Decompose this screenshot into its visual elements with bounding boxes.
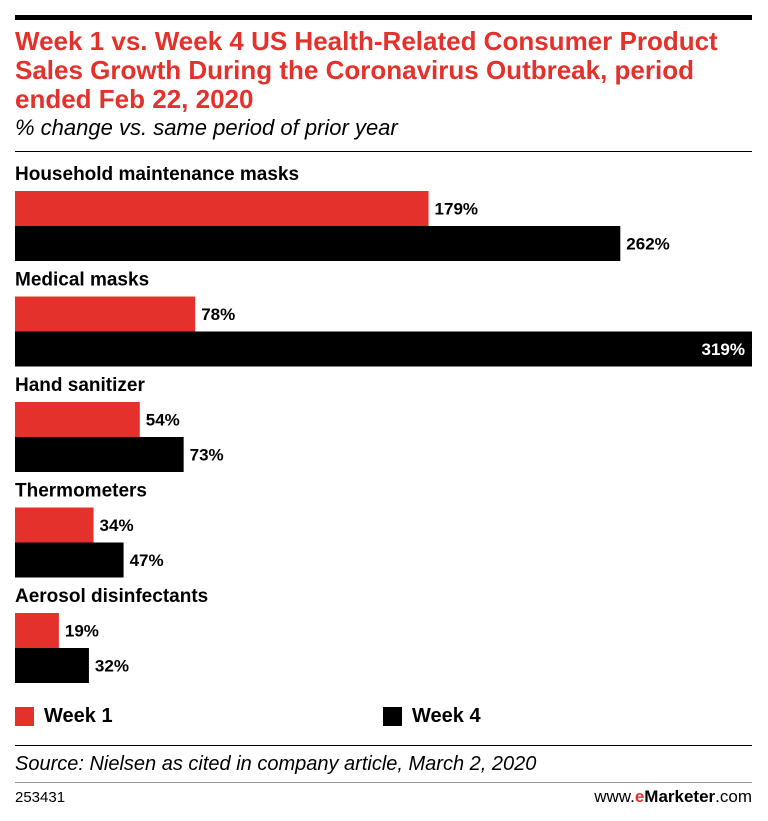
brand-main: Marketer	[644, 787, 716, 806]
legend-label-week-1: Week 1	[44, 705, 113, 727]
chart-subtitle: % change vs. same period of prior year	[15, 115, 398, 140]
value-label-week-4-household-maintenance-masks: 262%	[626, 235, 669, 254]
category-label-aerosol-disinfectants: Aerosol disinfectants	[15, 586, 208, 607]
bar-week-4-hand-sanitizer	[15, 437, 184, 472]
footer-rule	[15, 745, 752, 746]
value-label-week-4-thermometers: 47%	[130, 551, 164, 570]
value-label-week-1-hand-sanitizer: 54%	[146, 411, 180, 430]
bar-week-1-hand-sanitizer	[15, 402, 140, 437]
category-label-household-maintenance-masks: Household maintenance masks	[15, 164, 299, 185]
footer-thin-rule	[15, 782, 752, 783]
legend-item-week-1: Week 1	[15, 705, 113, 728]
brand-suffix: .com	[715, 787, 752, 806]
brand-logo[interactable]: www.eMarketer.com	[594, 787, 752, 807]
value-label-week-4-aerosol-disinfectants: 32%	[95, 657, 129, 676]
legend-label-week-4: Week 4	[412, 705, 481, 727]
value-label-week-4-medical-masks: 319%	[702, 340, 745, 359]
value-label-week-1-household-maintenance-masks: 179%	[435, 200, 478, 219]
brand-prefix: www.	[594, 787, 635, 806]
legend-item-week-4: Week 4	[383, 705, 481, 728]
value-label-week-4-hand-sanitizer: 73%	[190, 446, 224, 465]
value-label-week-1-thermometers: 34%	[100, 516, 134, 535]
header-rule	[15, 151, 752, 152]
source-note: Source: Nielsen as cited in company arti…	[15, 753, 537, 775]
bar-week-4-thermometers	[15, 542, 124, 578]
bar-week-1-medical-masks	[15, 296, 196, 332]
category-label-thermometers: Thermometers	[15, 481, 147, 502]
legend-swatch-week-1	[15, 707, 34, 726]
chart-title: Week 1 vs. Week 4 US Health-Related Cons…	[15, 26, 718, 114]
bar-week-4-medical-masks	[15, 331, 752, 367]
bar-week-4-household-maintenance-masks	[15, 226, 621, 261]
value-label-week-1-aerosol-disinfectants: 19%	[65, 622, 99, 641]
chart-id: 253431	[15, 789, 66, 806]
bar-week-1-thermometers	[15, 507, 94, 543]
bar-week-4-aerosol-disinfectants	[15, 648, 89, 683]
category-label-hand-sanitizer: Hand sanitizer	[15, 375, 145, 396]
bar-week-1-household-maintenance-masks	[15, 191, 429, 226]
bar-chart: Household maintenance masks 179% 262% Medic…	[15, 164, 752, 683]
top-rule	[15, 15, 752, 20]
category-label-medical-masks: Medical masks	[15, 270, 149, 291]
legend-swatch-week-4	[383, 707, 402, 726]
bar-week-1-aerosol-disinfectants	[15, 613, 59, 648]
brand-e: e	[634, 787, 645, 806]
value-label-week-1-medical-masks: 78%	[201, 305, 235, 324]
